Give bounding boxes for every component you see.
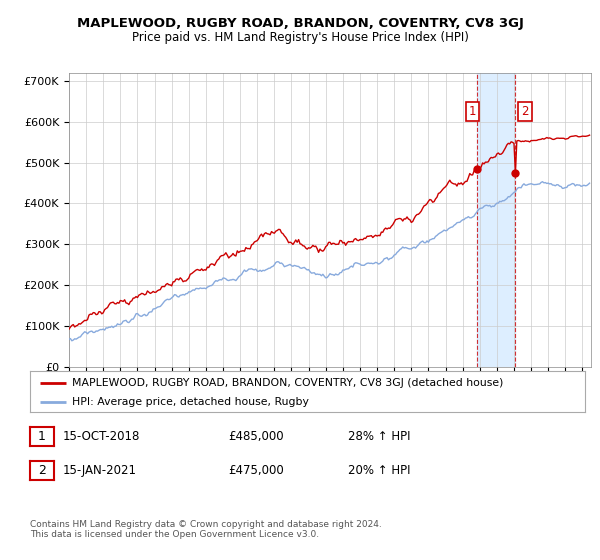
Text: 2: 2 <box>38 464 46 477</box>
Text: 28% ↑ HPI: 28% ↑ HPI <box>348 430 410 444</box>
Text: MAPLEWOOD, RUGBY ROAD, BRANDON, COVENTRY, CV8 3GJ (detached house): MAPLEWOOD, RUGBY ROAD, BRANDON, COVENTRY… <box>71 379 503 389</box>
Text: Contains HM Land Registry data © Crown copyright and database right 2024.
This d: Contains HM Land Registry data © Crown c… <box>30 520 382 539</box>
Text: £485,000: £485,000 <box>228 430 284 444</box>
Text: MAPLEWOOD, RUGBY ROAD, BRANDON, COVENTRY, CV8 3GJ: MAPLEWOOD, RUGBY ROAD, BRANDON, COVENTRY… <box>77 17 523 30</box>
Bar <box>477 73 515 367</box>
Text: HPI: Average price, detached house, Rugby: HPI: Average price, detached house, Rugb… <box>71 398 308 407</box>
Text: 15-JAN-2021: 15-JAN-2021 <box>63 464 137 477</box>
Text: 20% ↑ HPI: 20% ↑ HPI <box>348 464 410 477</box>
Text: £475,000: £475,000 <box>228 464 284 477</box>
Text: Price paid vs. HM Land Registry's House Price Index (HPI): Price paid vs. HM Land Registry's House … <box>131 31 469 44</box>
Text: 2: 2 <box>521 105 529 118</box>
Text: 1: 1 <box>469 105 476 118</box>
Text: 1: 1 <box>38 430 46 444</box>
Text: 15-OCT-2018: 15-OCT-2018 <box>63 430 140 444</box>
